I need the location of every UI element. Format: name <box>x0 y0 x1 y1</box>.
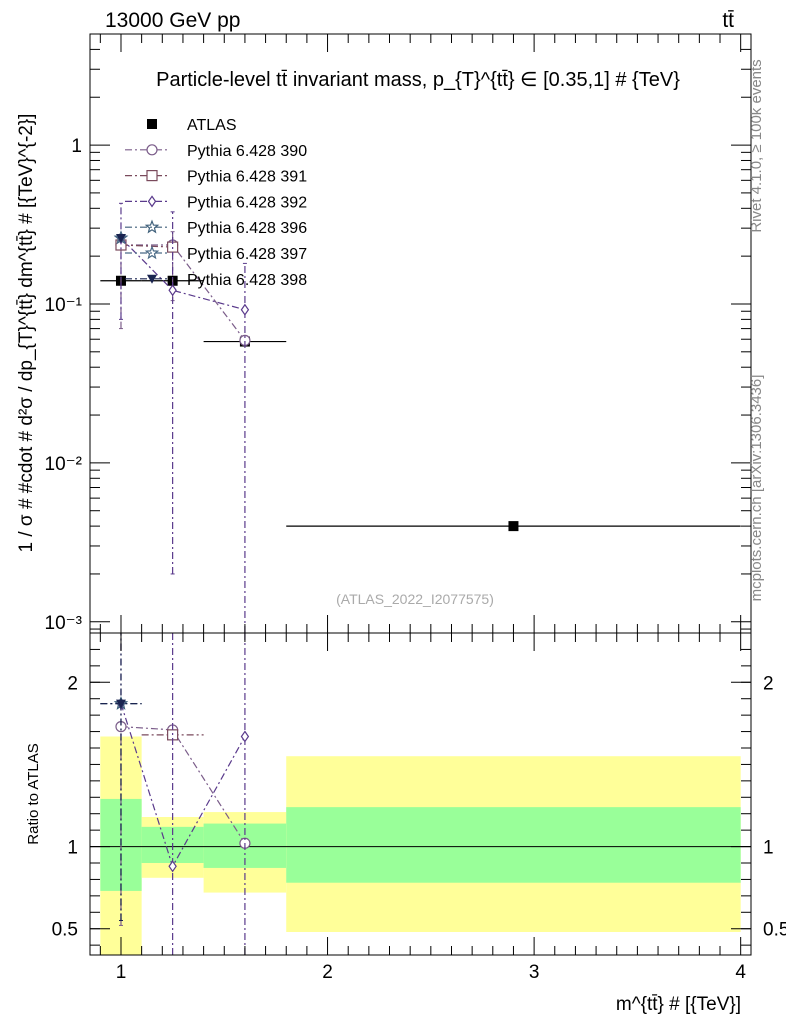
ratio-pythia-6-428-392-point-1 <box>168 860 177 873</box>
mcplots-label: mcplots.cern.ch [arXiv:1306.3436] <box>748 375 765 602</box>
legend-entry-pythia-6-428-396: Pythia 6.428 396 <box>125 219 307 237</box>
main-y-tick-label-0: 1 <box>71 136 82 157</box>
x-tick-label-1: 2 <box>322 962 333 983</box>
ratio-pythia-6-428-398-series <box>100 633 142 921</box>
legend-entry-pythia-6-428-397: Pythia 6.428 397 <box>125 245 307 263</box>
legend-marker-pythia-6-428-398 <box>147 274 157 284</box>
main-y-tick-label-1: 10⁻¹ <box>45 295 83 316</box>
main-pythia-6-428-391-line <box>120 244 173 248</box>
legend-label-pythia-6-428-390: Pythia 6.428 390 <box>187 143 307 160</box>
legend-marker-atlas <box>147 119 157 129</box>
rivet-label: Rivet 4.1.0, ≥ 100k events <box>748 59 765 232</box>
energy-label: 13000 GeV pp <box>105 9 240 32</box>
legend-label-pythia-6-428-398: Pythia 6.428 398 <box>187 272 307 289</box>
x-tick-label-0: 1 <box>116 962 127 983</box>
ratio-y-tick-label-right-0: 0.5 <box>763 920 786 941</box>
legend-entry-pythia-6-428-398: Pythia 6.428 398 <box>125 272 307 289</box>
ratio-uncertainty-bands <box>90 736 751 955</box>
legend-label-pythia-6-428-397: Pythia 6.428 397 <box>187 246 307 263</box>
ratio-pythia-6-428-398-point-0 <box>115 699 126 709</box>
ratio-y-tick-label-right-1: 1 <box>763 838 774 859</box>
ratio-band-inner-3 <box>286 807 741 883</box>
legend-entry-atlas: ATLAS <box>147 117 237 134</box>
legend-entry-pythia-6-428-390: Pythia 6.428 390 <box>125 143 307 160</box>
legend-entry-pythia-6-428-392: Pythia 6.428 392 <box>125 194 307 211</box>
process-label: tt̄ <box>722 9 734 32</box>
ratio-pythia-6-428-392-point-2 <box>240 730 250 743</box>
main-chart-title: Particle-level tt̄ invariant mass, p_{T}… <box>156 69 680 91</box>
ratio-panel-marks <box>100 633 251 955</box>
legend-marker-pythia-6-428-396 <box>144 219 160 234</box>
main-y-tick-label-2: 10⁻² <box>45 454 83 475</box>
watermark: (ATLAS_2022_I2077575) <box>336 591 494 607</box>
main-y-axis-label: 1 / σ # #cdot # d²σ / dp_{T}^{tt̄} dm^{t… <box>16 114 37 553</box>
ratio-y-tick-label-left-2: 2 <box>67 673 78 694</box>
legend-marker-pythia-6-428-391 <box>146 170 158 182</box>
legend-marker-pythia-6-428-390 <box>146 144 158 156</box>
legend-label-pythia-6-428-392: Pythia 6.428 392 <box>187 194 307 211</box>
main-pythia-6-428-392-point-2 <box>240 303 250 316</box>
main-pythia-6-428-392-series <box>116 202 250 633</box>
legend-label-pythia-6-428-396: Pythia 6.428 396 <box>187 220 307 237</box>
main-pythia-6-428-392-line <box>120 237 246 311</box>
main-atlas-point-3 <box>508 521 519 532</box>
ratio-y-axis-label: Ratio to ATLAS <box>25 743 42 844</box>
legend: ATLAS Pythia 6.428 390 Pythia 6.428 391 Pyt… <box>125 117 307 289</box>
legend-label-atlas: ATLAS <box>187 117 237 134</box>
x-tick-label-2: 3 <box>529 962 540 983</box>
legend-label-pythia-6-428-391: Pythia 6.428 391 <box>187 169 307 186</box>
legend-entry-pythia-6-428-391: Pythia 6.428 391 <box>125 169 307 186</box>
legend-marker-pythia-6-428-397 <box>144 245 160 260</box>
ratio-y-tick-label-left-0: 0.5 <box>52 920 78 941</box>
main-pythia-6-428-392-point-1 <box>168 284 177 297</box>
x-tick-label-3: 4 <box>735 962 746 983</box>
main-y-tick-label-3: 10⁻³ <box>45 613 83 634</box>
legend-marker-pythia-6-428-392 <box>147 195 157 208</box>
main-atlas-series <box>100 275 741 532</box>
main-pythia-6-428-398-point-0 <box>115 234 126 244</box>
main-pythia-6-428-398-series <box>115 234 126 244</box>
ratio-y-tick-label-right-2: 2 <box>763 673 774 694</box>
main-panel-axes: 1 10⁻¹ 10⁻² 10⁻³ <box>45 33 751 634</box>
x-axis-label: m^{tt̄} # [{TeV}] <box>616 994 741 1015</box>
ratio-panel-axes: 0.5 0.5 1 1 2 2 1 2 3 4 <box>52 633 786 983</box>
ratio-y-tick-label-left-1: 1 <box>67 838 78 859</box>
main-panel-marks <box>100 202 741 633</box>
ratio-panel-frame <box>89 632 752 956</box>
